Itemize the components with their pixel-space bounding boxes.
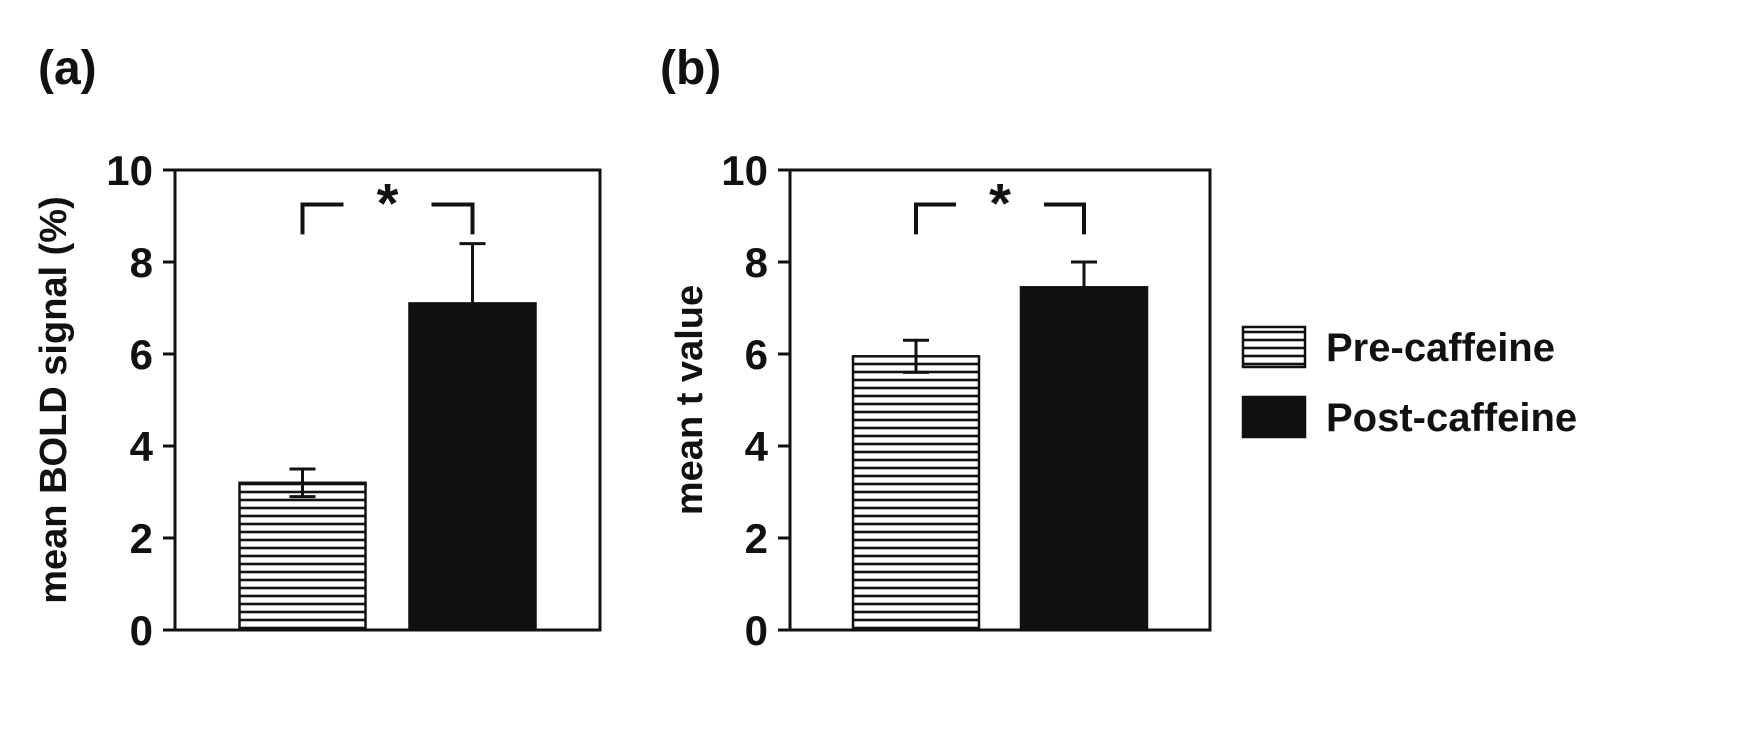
y-tick-label: 8 xyxy=(130,239,153,286)
significance-bracket xyxy=(300,202,475,235)
y-tick-label: 4 xyxy=(745,423,769,470)
y-tick-label: 10 xyxy=(721,147,768,194)
y-tick-label: 6 xyxy=(745,331,768,378)
bar-post-caffeine xyxy=(1019,286,1149,632)
y-tick-label: 4 xyxy=(130,423,154,470)
y-tick-label: 2 xyxy=(130,515,153,562)
y-axis-label: mean t value xyxy=(669,285,711,515)
significance-asterisk: * xyxy=(989,172,1011,235)
bar-pre-caffeine xyxy=(851,355,981,632)
y-tick-label: 6 xyxy=(130,331,153,378)
legend-swatch-solid xyxy=(1241,395,1307,439)
legend-label: Post-caffeine xyxy=(1326,396,1577,440)
significance-bracket xyxy=(914,202,1086,235)
panel-tag: (a) xyxy=(38,42,97,95)
y-tick-label: 0 xyxy=(745,607,768,654)
legend-swatch-hatched xyxy=(1241,325,1307,369)
y-axis-label: mean BOLD signal (%) xyxy=(33,196,75,604)
panel-tag: (b) xyxy=(660,42,721,95)
significance-asterisk: * xyxy=(377,172,399,235)
y-tick-label: 10 xyxy=(106,147,153,194)
y-tick-label: 2 xyxy=(745,515,768,562)
legend-label: Pre-caffeine xyxy=(1326,326,1555,370)
y-tick-label: 8 xyxy=(745,239,768,286)
bar-pre-caffeine xyxy=(238,481,367,632)
y-tick-label: 0 xyxy=(130,607,153,654)
